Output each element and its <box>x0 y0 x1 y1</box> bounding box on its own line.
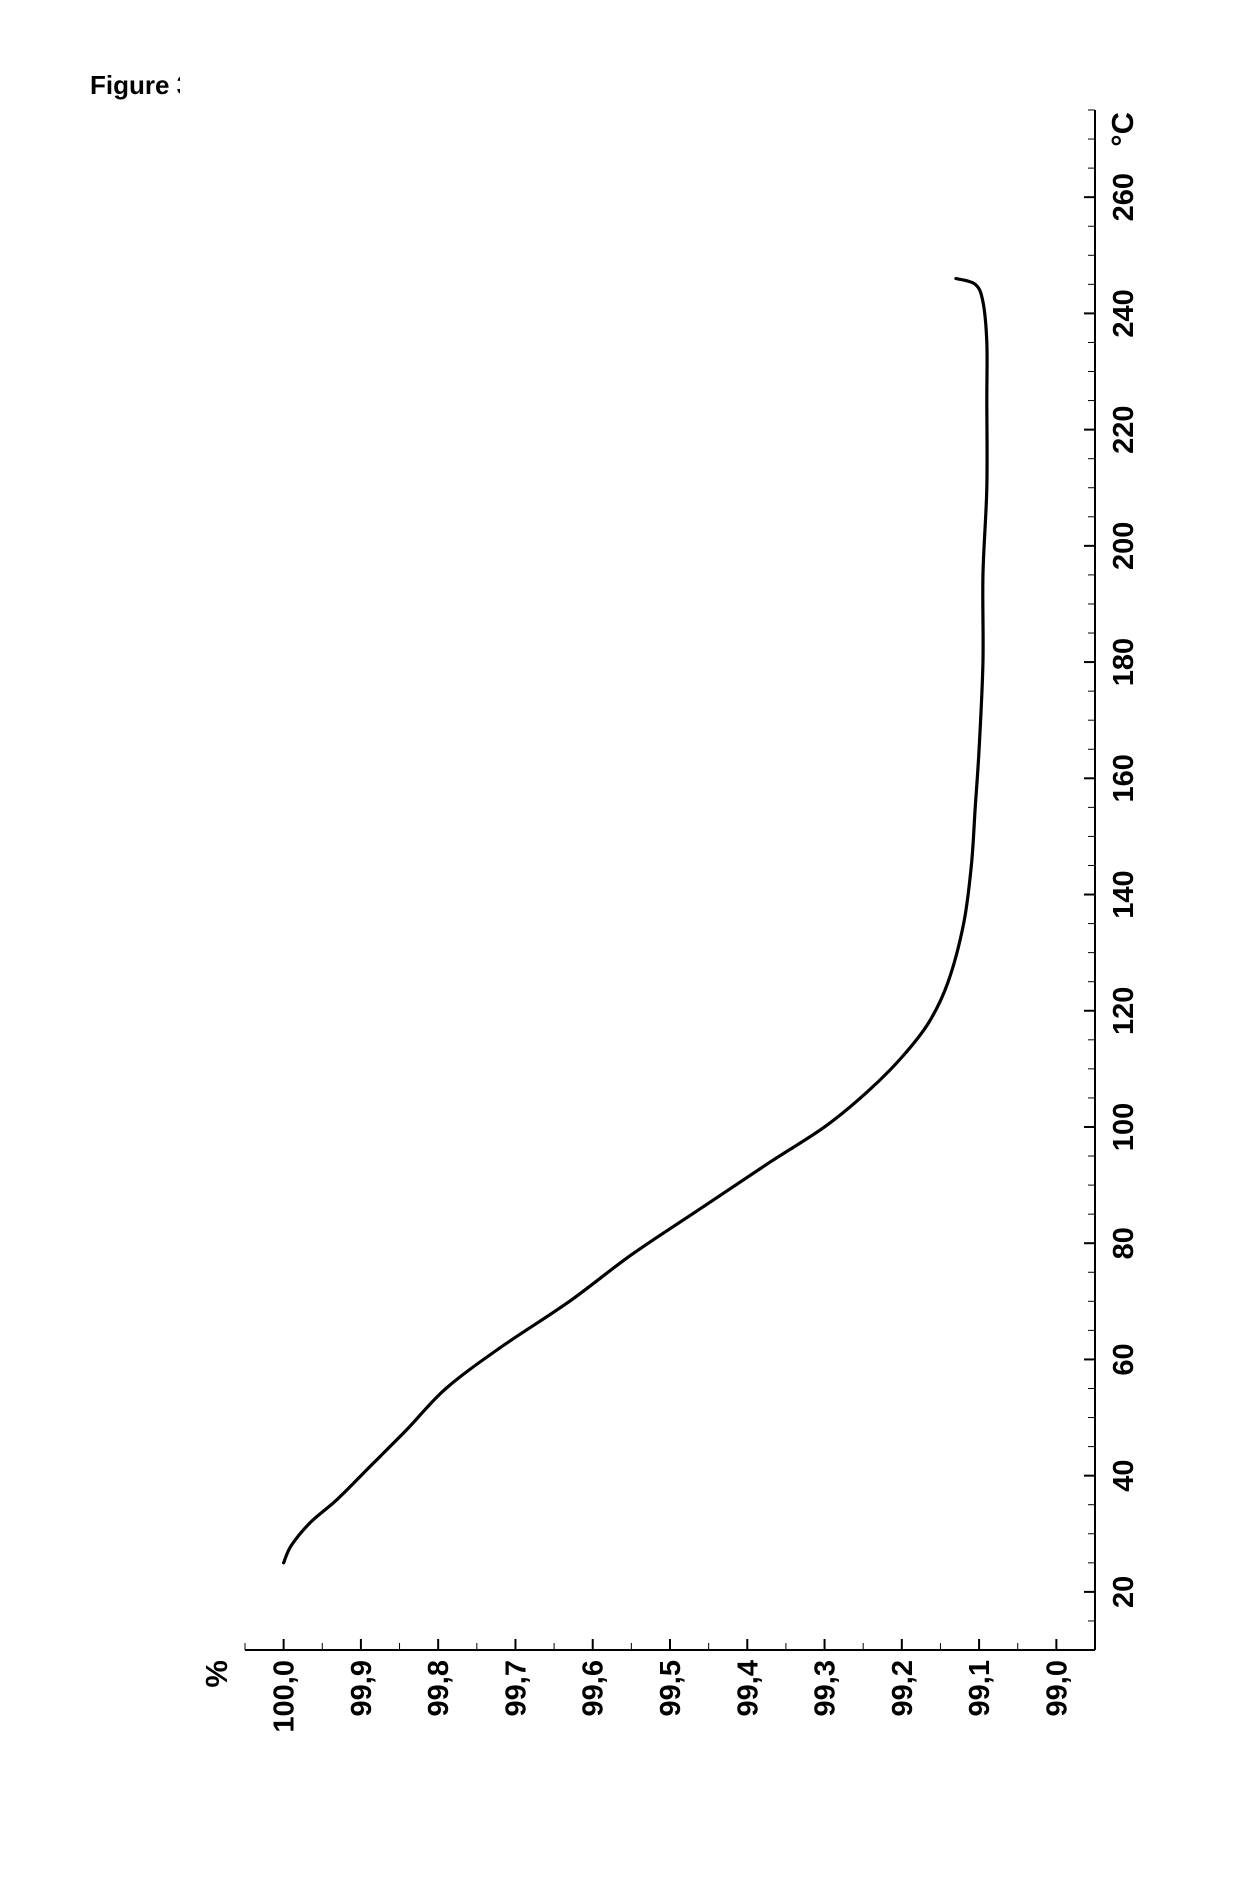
tga-chart: 20 40 60 80 100 120 140 160 180 200 220 240 260 °C 99,… <box>180 40 1165 1760</box>
page-root: Figure 3 20 40 60 80 100 120 140 160 180 200 220 24… <box>0 0 1240 1889</box>
x-tick-label: 140 <box>1108 870 1140 918</box>
x-axis-unit: °C <box>1105 112 1140 147</box>
y-tick-label: 99,3 <box>810 1660 842 1716</box>
y-tick-label: 99,8 <box>423 1660 455 1716</box>
y-tick-label: 99,0 <box>1041 1660 1073 1716</box>
x-tick-label: 240 <box>1108 289 1140 337</box>
figure-title: Figure 3 <box>90 70 191 101</box>
x-tick-label: 200 <box>1108 522 1140 570</box>
y-tick-label: 99,9 <box>346 1660 378 1716</box>
chart-background <box>180 40 1165 1760</box>
x-tick-label: 80 <box>1108 1227 1140 1259</box>
y-axis-unit: % <box>199 1660 234 1688</box>
x-tick-label: 220 <box>1108 405 1140 453</box>
x-tick-label: 160 <box>1108 754 1140 802</box>
x-tick-label: 40 <box>1108 1460 1140 1492</box>
x-tick-label: 100 <box>1108 1103 1140 1151</box>
y-tick-label: 100,0 <box>269 1660 301 1733</box>
x-tick-label: 20 <box>1108 1576 1140 1608</box>
chart-svg: 20 40 60 80 100 120 140 160 180 200 220 240 260 °C 99,… <box>180 40 1165 1760</box>
x-tick-label: 180 <box>1108 638 1140 686</box>
x-tick-label: 260 <box>1108 173 1140 221</box>
y-tick-label: 99,2 <box>887 1660 919 1716</box>
y-tick-label: 99,5 <box>655 1660 687 1716</box>
y-tick-label: 99,4 <box>732 1660 764 1716</box>
x-tick-label: 60 <box>1108 1343 1140 1375</box>
x-tick-label: 120 <box>1108 987 1140 1035</box>
y-tick-label: 99,6 <box>578 1660 610 1716</box>
y-tick-label: 99,1 <box>964 1660 996 1716</box>
y-tick-label: 99,7 <box>500 1660 532 1716</box>
